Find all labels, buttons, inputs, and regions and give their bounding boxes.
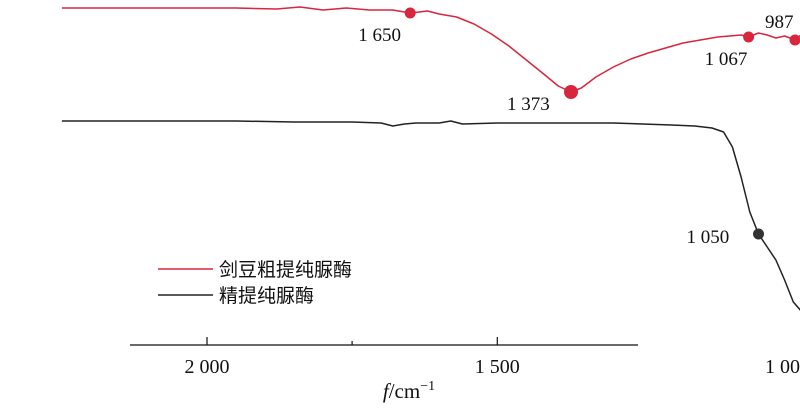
series-line-1 (61, 120, 800, 311)
peak-label-0-1: 1 373 (507, 94, 550, 115)
x-axis-title-unit: /cm (389, 379, 421, 403)
legend-label-purified: 精提纯脲酶 (219, 285, 314, 307)
peak-marker-0-1 (564, 85, 578, 99)
x-axis-title: f/cm−1 (383, 379, 435, 403)
x-tick-label-0: 2 000 (185, 356, 230, 378)
legend-entry-crude: 剑豆粗提纯脲酶 (158, 259, 352, 281)
peak-label-0-2: 1 067 (705, 49, 748, 70)
peak-marker-0-0 (404, 7, 416, 19)
peak-marker-0-3 (789, 34, 800, 46)
x-axis-title-symbol: f (383, 379, 392, 403)
peak-label-1-0: 1 050 (687, 227, 730, 248)
series-line-0 (61, 6, 800, 93)
marker-layer (404, 7, 800, 240)
peak-label-0-3: 987 (765, 12, 794, 33)
series-layer (61, 6, 800, 311)
peak-marker-0-2 (743, 31, 755, 43)
legend-entry-purified: 精提纯脲酶 (158, 285, 314, 307)
peak-marker-1-0 (753, 228, 764, 240)
x-tick-label-1: 1 500 (475, 356, 520, 378)
x-tick-label-2: 1 000 (765, 356, 800, 378)
peak-label-0-0: 1 650 (358, 25, 401, 46)
x-axis-title-exponent: −1 (420, 379, 435, 394)
legend-label-crude: 剑豆粗提纯脲酶 (219, 259, 352, 281)
legend: 剑豆粗提纯脲酶 精提纯脲酶 (158, 259, 352, 307)
